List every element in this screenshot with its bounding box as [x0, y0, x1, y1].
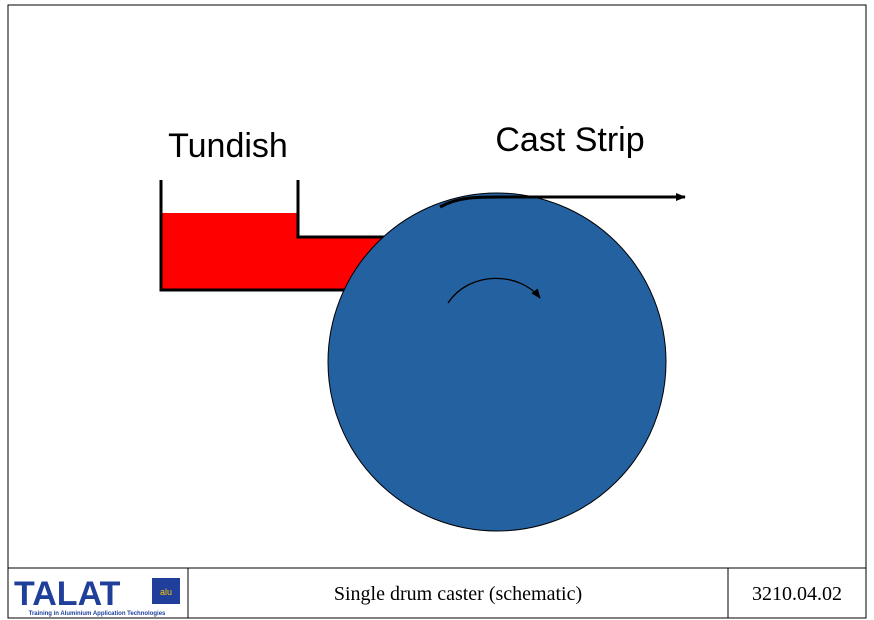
code: 3210.04.02 — [752, 583, 842, 605]
rotation-arrow — [447, 277, 541, 304]
label: Cast Strip — [495, 121, 644, 159]
molten-metal — [161, 213, 400, 290]
logo-flag — [152, 578, 180, 604]
logo: TALAT — [14, 575, 121, 613]
drum — [327, 192, 667, 532]
label: Tundish — [168, 127, 288, 165]
code-box — [727, 567, 867, 619]
logo-badge: alu — [160, 587, 172, 597]
cast-strip — [439, 193, 686, 209]
caption: Single drum caster (schematic) — [334, 583, 582, 605]
logo-tagline: Training in Aluminium Application Techno… — [29, 611, 166, 617]
tundish-wall — [159, 180, 395, 292]
